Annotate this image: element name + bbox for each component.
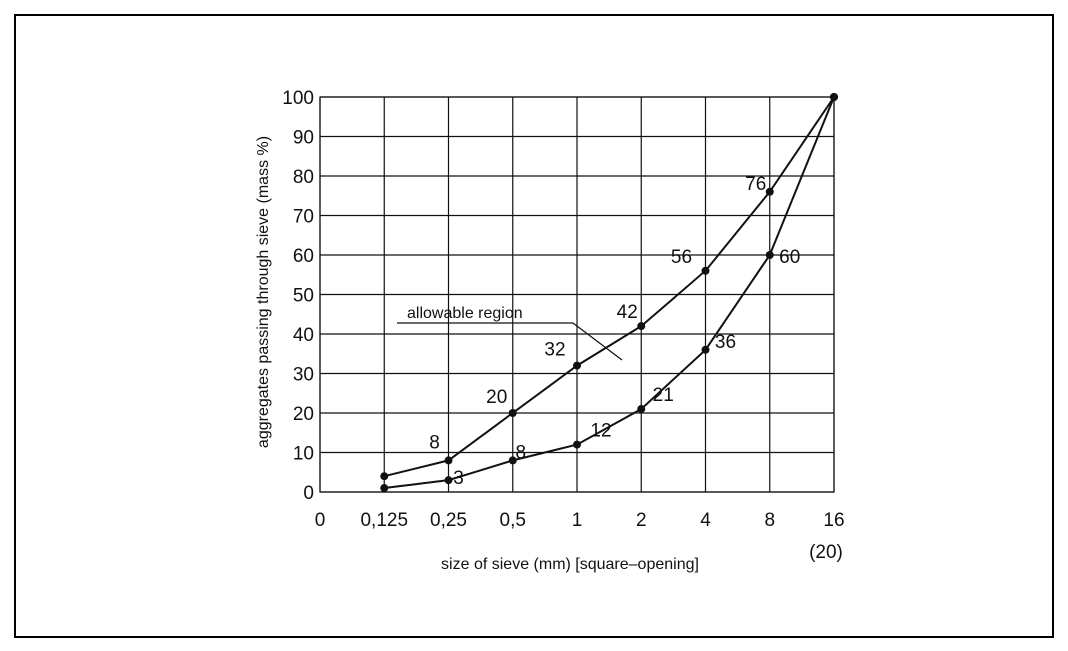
data-label: 8 [515,442,526,463]
y-tick-label: 30 [293,365,314,386]
data-label: 42 [617,302,638,323]
y-tick-label: 50 [293,286,314,307]
data-point [637,322,646,331]
grading-curves [380,93,838,493]
y-tick-labels: 0 10 20 30 40 50 60 70 80 90 100 [282,88,314,504]
x-tick-label: 0,125 [360,510,408,531]
y-tick-label: 60 [293,246,314,267]
data-point [637,405,646,414]
figure-frame [14,14,1054,638]
data-label: 8 [429,432,440,453]
y-axis-label: aggregates passing through sieve (mass %… [255,136,272,448]
data-label: 56 [671,247,692,268]
x-tick-labels: 0 0,125 0,25 0,5 1 2 4 8 16 [315,510,845,531]
data-label: 76 [745,174,766,195]
data-label: 32 [544,340,565,361]
x-tick-label: 1 [572,510,583,531]
data-point [830,93,838,101]
data-point [508,456,517,465]
data-label: 20 [486,387,507,408]
data-point [444,476,453,485]
y-tick-label: 80 [293,167,314,188]
y-tick-label: 10 [293,444,314,465]
data-label: 36 [715,332,736,353]
grid [319,96,835,493]
y-tick-label: 0 [303,483,314,504]
data-point [765,187,774,196]
x-tick-label: 16 [823,510,844,531]
data-label: 60 [779,247,800,268]
y-tick-label: 100 [282,88,314,109]
data-point [508,409,517,417]
data-point [380,484,389,493]
x-tick-label: 8 [764,510,775,531]
annotation-text: allowable region [407,305,523,322]
data-point [701,345,710,354]
allowable-region-annotation: allowable region [397,305,623,361]
x-tick-label: 0,5 [500,510,526,531]
y-tick-label: 40 [293,325,314,346]
x-tick-label: 0 [315,510,326,531]
x-extra-label: (20) [809,542,843,563]
y-tick-label: 70 [293,207,314,228]
data-label: 3 [453,468,464,489]
y-tick-label: 20 [293,404,314,425]
x-tick-label: 2 [636,510,647,531]
annotation-leader [572,322,623,361]
y-tick-label: 90 [293,128,314,149]
data-point [573,361,581,370]
data-label: 12 [590,421,611,442]
x-tick-label: 0,25 [430,510,467,531]
data-point [765,251,774,259]
curve-series-0 [384,96,835,478]
data-label: 21 [653,385,674,406]
x-axis-label: size of sieve (mm) [square–opening] [441,556,699,573]
x-tick-label: 4 [700,510,711,531]
data-point [444,456,453,465]
plot-frame [319,96,835,493]
data-point [573,440,581,449]
data-point [380,472,389,481]
data-point [701,266,710,275]
